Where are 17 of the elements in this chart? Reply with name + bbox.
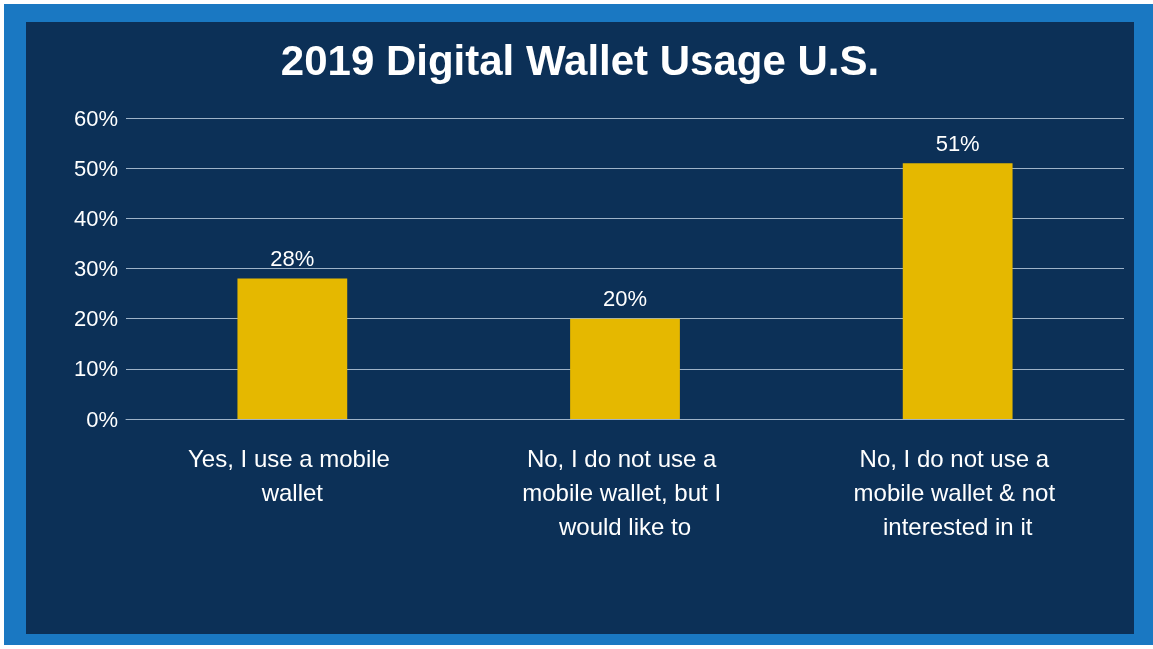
bar: [237, 278, 348, 419]
x-tick-label: Yes, I use a mobile wallet: [188, 444, 397, 506]
y-tick-label: 60%: [73, 105, 118, 131]
y-tick-label: 40%: [73, 205, 118, 231]
x-tick-label: No, I do not use a mobile wallet & not interested in it: [853, 444, 1062, 540]
y-tick-label: 50%: [73, 155, 118, 181]
y-tick-label: 10%: [73, 356, 118, 382]
bar: [902, 163, 1013, 419]
x-tick-label: No, I do not use a mobile wallet, but I would like to: [522, 444, 728, 540]
chart-title: 2019 Digital Wallet Usage U.S.: [280, 36, 880, 84]
y-tick-label: 0%: [86, 406, 118, 432]
bar: [570, 318, 680, 419]
data-label: 28%: [270, 246, 315, 272]
y-tick-label: 30%: [73, 256, 118, 281]
y-tick-label: 20%: [73, 306, 118, 332]
data-label: 51%: [935, 130, 980, 156]
data-label: 20%: [602, 286, 648, 312]
